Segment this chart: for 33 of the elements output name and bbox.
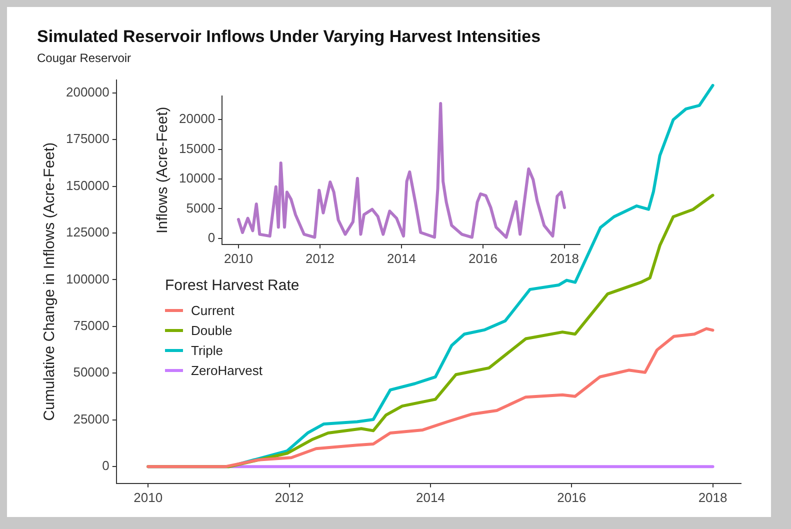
legend-label: Current bbox=[191, 302, 234, 318]
x-tick-label: 2014 bbox=[416, 490, 445, 505]
chart-title: Simulated Reservoir Inflows Under Varying Harvest Intensities bbox=[37, 26, 541, 46]
x-tick-label: 2014 bbox=[387, 250, 416, 266]
x-tick-label: 2018 bbox=[550, 250, 579, 266]
x-tick-label: 2012 bbox=[274, 490, 304, 505]
chart-subtitle: Cougar Reservoir bbox=[37, 50, 132, 65]
y-tick-label: 175000 bbox=[66, 131, 110, 146]
y-tick-label: 75000 bbox=[73, 318, 110, 334]
x-tick-label: 2010 bbox=[224, 250, 253, 266]
y-tick-label: 5000 bbox=[186, 200, 216, 216]
x-tick-label: 2016 bbox=[468, 250, 498, 266]
y-axis-title: Cumulative Change in Inflows (Acre-Feet) bbox=[41, 142, 58, 421]
y-axis-title: Inflows (Acre-Feet) bbox=[154, 106, 172, 234]
legend-label: Double bbox=[191, 322, 232, 338]
y-tick-label: 200000 bbox=[66, 84, 110, 100]
legend-title: Forest Harvest Rate bbox=[165, 277, 300, 294]
x-tick-label: 2012 bbox=[306, 250, 334, 266]
y-tick-label: 15000 bbox=[178, 140, 216, 156]
y-tick-label: 50000 bbox=[73, 364, 110, 380]
y-tick-label: 125000 bbox=[66, 224, 110, 240]
x-tick-label: 2018 bbox=[698, 490, 728, 505]
x-tick-label: 2010 bbox=[134, 490, 163, 505]
y-tick-label: 150000 bbox=[66, 178, 110, 193]
y-tick-label: 25000 bbox=[73, 411, 110, 426]
y-tick-label: 10000 bbox=[178, 170, 216, 186]
y-tick-label: 0 bbox=[208, 230, 216, 246]
y-tick-label: 100000 bbox=[66, 271, 110, 286]
legend-label: Triple bbox=[191, 342, 224, 358]
y-tick-label: 20000 bbox=[178, 111, 216, 126]
x-tick-label: 2016 bbox=[557, 490, 586, 505]
y-tick-label: 0 bbox=[102, 458, 110, 474]
legend-label: ZeroHarvest bbox=[191, 362, 263, 378]
